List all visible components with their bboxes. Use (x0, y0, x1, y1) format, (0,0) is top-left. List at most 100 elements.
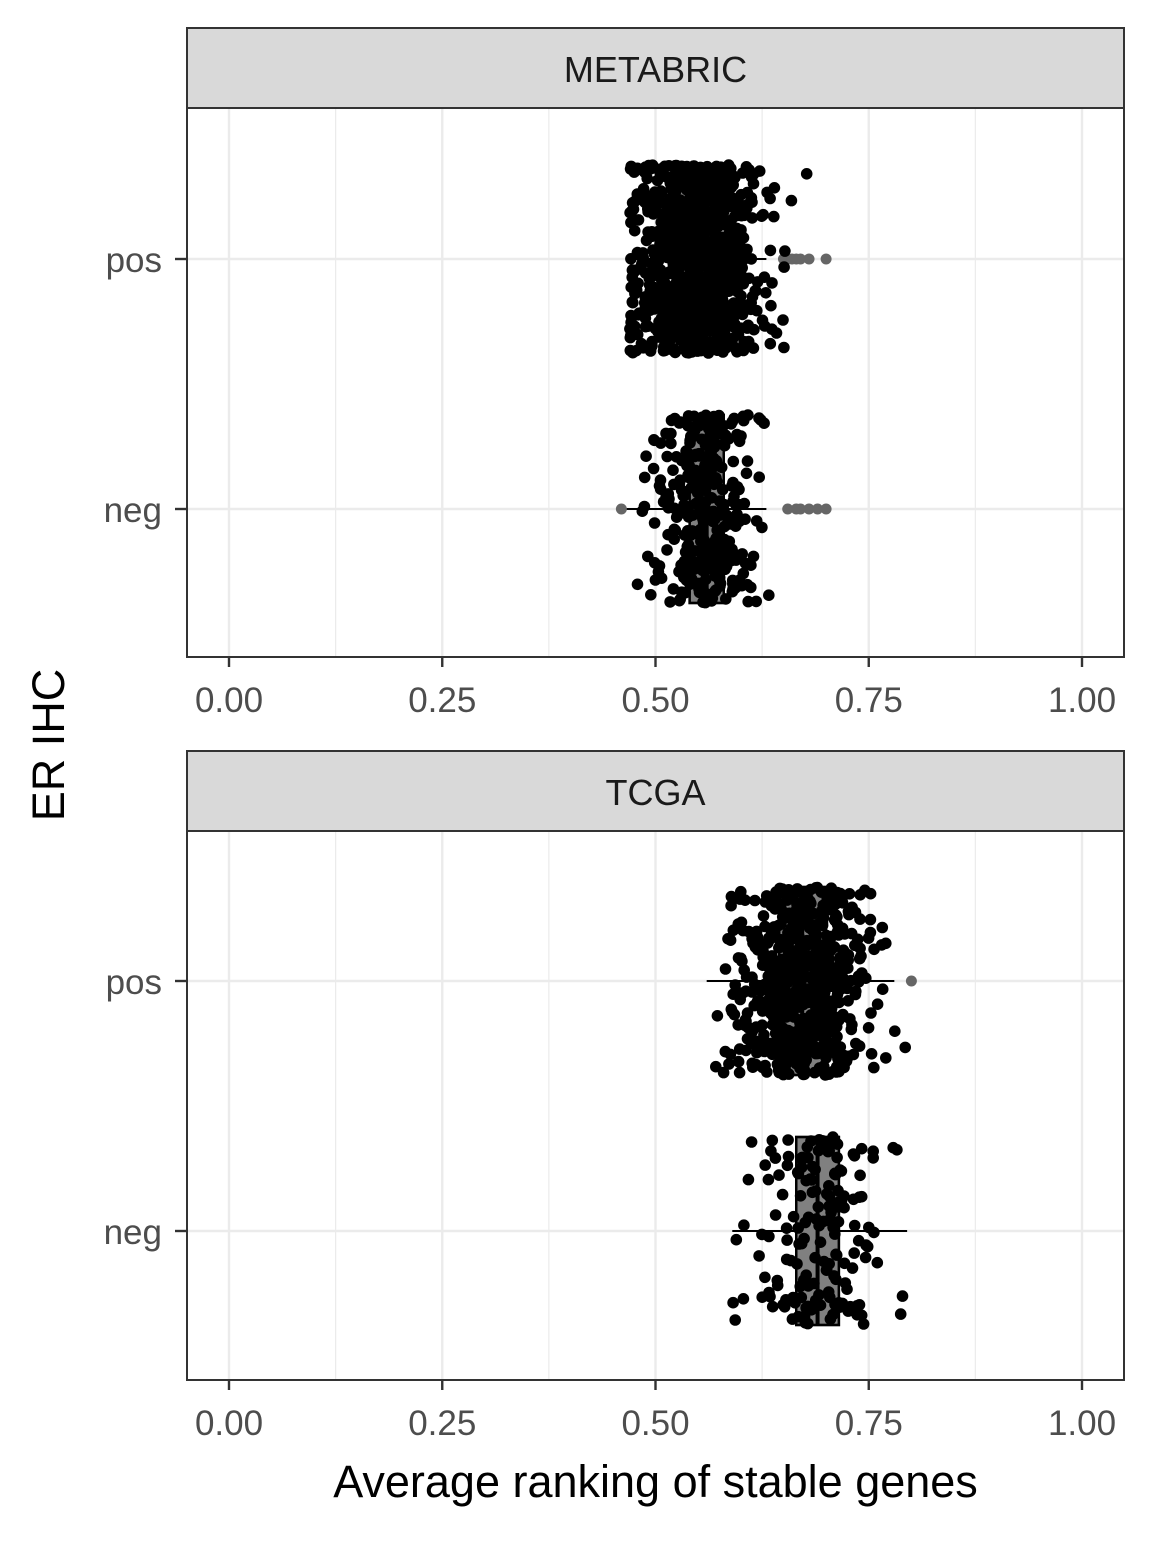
x-tick-label: 0.00 (195, 681, 263, 720)
jitter-point (692, 528, 704, 541)
jitter-point (738, 964, 750, 976)
jitter-point (756, 1019, 768, 1031)
jitter-point (820, 1264, 833, 1276)
jitter-point (730, 283, 743, 296)
jitter-point (824, 999, 836, 1011)
jitter-point (780, 1222, 793, 1234)
jitter-point (764, 337, 777, 350)
jitter-point (737, 232, 750, 244)
y-axis-title: ER IHC (23, 669, 74, 822)
jitter-point (665, 437, 677, 450)
jitter-point (742, 1173, 755, 1186)
jitter-point (871, 1256, 884, 1269)
jitter-point (648, 517, 661, 529)
jitter-point (741, 578, 754, 591)
jitter-point (795, 1161, 808, 1174)
jitter-point (846, 1262, 859, 1274)
jitter-point (855, 950, 867, 962)
jitter-point (787, 1210, 800, 1223)
jitter-point (871, 998, 884, 1010)
jitter-point (812, 959, 825, 972)
jitter-point (738, 243, 750, 255)
jitter-point (703, 299, 716, 311)
boxes-tcga (706, 881, 917, 1330)
jitter-point (746, 212, 758, 224)
jitter-point (823, 1180, 835, 1192)
jitter-point (722, 181, 735, 193)
y-axis-tcga: pos neg (104, 963, 187, 1252)
jitter-point (727, 1296, 739, 1309)
outlier-point (905, 975, 917, 987)
jitter-point (753, 1250, 765, 1262)
jitter-point (705, 452, 718, 464)
jitter-point (779, 245, 791, 257)
jitter-point (661, 544, 673, 556)
jitter-point (727, 988, 739, 1000)
jitter-point (673, 565, 685, 578)
jitter-point (725, 235, 737, 248)
jitter-point (728, 321, 741, 334)
jitter-point (849, 988, 862, 1001)
jitter-point (767, 957, 780, 970)
jitter-point (639, 291, 652, 303)
jitter-point (768, 182, 781, 194)
x-axis-tcga: 0.00 0.25 0.50 0.75 1.00 (195, 1380, 1116, 1443)
jitter-point (727, 583, 739, 595)
jitter-point (722, 338, 734, 351)
jitter-point (741, 455, 754, 467)
jitter-point (695, 184, 708, 197)
jitter-point (653, 480, 666, 492)
x-axis-metabric: 0.00 0.25 0.50 0.75 1.00 (195, 657, 1116, 720)
y-tick-label: pos (106, 963, 162, 1002)
jitter-point (770, 327, 783, 339)
jitter-point (733, 483, 745, 496)
jitter-point (812, 984, 824, 997)
jitter-point (712, 220, 724, 233)
outlier-point (615, 503, 627, 515)
jitter-point (647, 204, 660, 217)
jitter-point (854, 1169, 866, 1182)
jitter-point (853, 1191, 866, 1203)
box-outline (688, 413, 725, 605)
jitter-point (792, 1222, 804, 1234)
jitter-point (825, 939, 837, 951)
jitter-point (705, 185, 718, 197)
jitter-point (747, 1061, 759, 1073)
y-tick-label: pos (106, 241, 162, 280)
jitter-point (739, 513, 751, 525)
jitter-point (876, 921, 889, 934)
jitter-point (686, 472, 698, 485)
jitter-point (848, 1150, 861, 1162)
jitter-point (737, 567, 750, 580)
jitter-point (849, 939, 861, 952)
jitter-point (676, 250, 688, 263)
jitter-point (802, 1300, 814, 1313)
jitter-point (660, 319, 672, 332)
jitter-point (761, 1066, 773, 1078)
jitter-point (802, 1151, 814, 1164)
jitter-point (638, 471, 651, 484)
jitter-point (782, 1024, 794, 1037)
jitter-point (773, 1169, 785, 1181)
box-group-neg (727, 1131, 909, 1330)
jitter-point (831, 1138, 844, 1150)
jitter-point (652, 566, 665, 578)
jitter-point (754, 995, 767, 1008)
jitter-point (745, 192, 758, 204)
jitter-point (655, 216, 667, 229)
jitter-point (723, 1058, 735, 1070)
jitter-point (875, 939, 888, 951)
jitter-point (838, 1049, 850, 1062)
jitter-point (814, 1015, 826, 1028)
jitter-point (698, 228, 710, 241)
jitter-point (845, 1023, 858, 1036)
jitter-point (771, 1274, 784, 1287)
jitter-point (832, 1014, 845, 1027)
jitter-point (745, 253, 758, 265)
jitter-point (777, 314, 789, 326)
jitter-point (781, 1159, 794, 1172)
jitter-point (779, 994, 792, 1007)
jitter-point (760, 287, 772, 299)
jitter-point (741, 1007, 754, 1019)
jitter-point (732, 1055, 745, 1068)
